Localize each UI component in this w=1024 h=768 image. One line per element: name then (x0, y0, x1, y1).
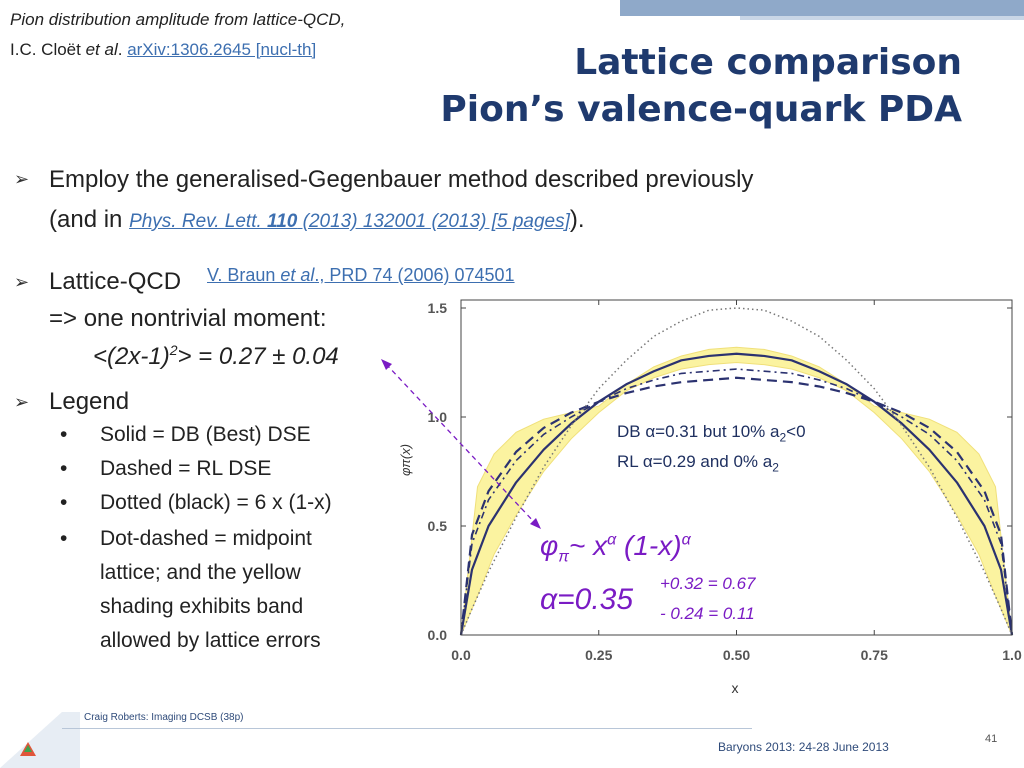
reference-dot: . (117, 40, 128, 59)
chart-labels-group: 0.0 0.25 0.50 0.75 1.00.00.51.01.5 (428, 300, 1022, 663)
chart-ticks-group (460, 300, 1013, 636)
y-tick-label: 0.0 (428, 627, 448, 643)
moment-sup: 2 (169, 342, 178, 358)
footer-conference: Baryons 2013: 24-28 June 2013 (718, 740, 889, 754)
legend-item: Solid = DB (Best) DSE (100, 423, 311, 446)
slide-title-line1: Lattice comparison (574, 42, 962, 83)
formula-pi: π (558, 548, 569, 566)
db-text-b: <0 (786, 422, 806, 441)
moment-value: <(2x-1)2> = 0.27 ± 0.04 (93, 342, 339, 371)
bullet-1-line2: (and in Phys. Rev. Lett. 110 (2013) 1320… (49, 206, 585, 234)
bullet-3-label: Legend (49, 388, 130, 415)
x-axis-label: x (732, 680, 739, 696)
bullet-1-prefix: (and in (49, 206, 130, 233)
alpha-plus: +0.32 = 0.67 (660, 574, 756, 593)
reference-author: I.C. Cloët (10, 40, 86, 59)
legend-item: Dashed = RL DSE (100, 457, 272, 480)
legend-bullet-dot: • (60, 491, 68, 514)
formula-phi-symbol: φ (540, 530, 559, 561)
y-tick-label: 1.5 (428, 300, 448, 316)
x-tick-label: 0.25 (585, 647, 612, 663)
db-annotation: DB α=0.31 but 10% a2<0 (617, 422, 806, 444)
series-line-dot-dashed (460, 368, 1013, 636)
formula-mid: ~ x (568, 530, 608, 561)
rl-annotation: RL α=0.29 and 0% a2 (617, 452, 779, 474)
reference-authors: I.C. Cloët et al. arXiv:1306.2645 [nucl-… (10, 40, 316, 60)
footer-decoration (0, 712, 80, 768)
legend-item: lattice; and the yellow (100, 561, 301, 584)
formula-sup1: α (607, 531, 617, 549)
series-line-dashed (459, 376, 1014, 636)
reference-title: Pion distribution amplitude from lattice… (10, 10, 346, 29)
formula-phi: φπ~ xα (1-x)α (540, 530, 691, 567)
arrowhead-icon (381, 359, 392, 370)
rl-text-a: RL α=0.29 and 0% a (617, 452, 773, 471)
braun-prefix: V. Braun (207, 265, 281, 285)
formula-sup2: α (681, 531, 691, 549)
bullet-2-label: Lattice-QCD (49, 268, 182, 295)
y-tick-label: 0.5 (428, 518, 448, 534)
prl-journal: Phys. Rev. Lett. (129, 211, 268, 232)
slide-title-line2: Pion’s valence-quark PDA (440, 89, 962, 130)
bullet-arrow-icon: ➢ (14, 392, 30, 412)
reference-etal: et al (85, 40, 118, 59)
db-sub: 2 (779, 430, 787, 445)
y-axis-label: φπ(x) (398, 444, 413, 476)
braun-rest: ., PRD 74 (2006) 074501 (314, 265, 515, 285)
moment-a: <(2x-1) (93, 343, 170, 370)
x-tick-label: 0.50 (723, 647, 750, 663)
header-accent-bar-thin (740, 16, 1024, 20)
formula-rest: (1-x) (616, 530, 682, 561)
x-tick-label: 0.75 (861, 647, 888, 663)
arxiv-link[interactable]: arXiv:1306.2645 [nucl-th] (127, 40, 317, 59)
page-number: 41 (985, 733, 998, 745)
bullet-2-line2: => one nontrivial moment: (49, 305, 327, 332)
legend-bullet-dot: • (60, 423, 68, 446)
logo-icon-inner (24, 745, 32, 752)
annotation-arrow (381, 359, 541, 529)
footer-author: Craig Roberts: Imaging DCSB (38p) (84, 712, 244, 723)
x-tick-label: 1.0 (1002, 647, 1022, 663)
prl-volume: 110 (267, 211, 298, 232)
alpha-value: α=0.35 (540, 583, 634, 616)
prl-link[interactable]: Phys. Rev. Lett. 110 (2013) 132001 (2013… (129, 211, 570, 232)
footer-swoosh (0, 712, 80, 768)
footer-divider (62, 728, 752, 729)
x-tick-label: 0.0 (451, 647, 471, 663)
braun-link[interactable]: V. Braun et al., PRD 74 (2006) 074501 (207, 265, 515, 286)
bullet-arrow-icon: ➢ (14, 272, 30, 292)
db-text-a: DB α=0.31 but 10% a (617, 422, 780, 441)
braun-etal: et al (280, 265, 315, 285)
arrowhead-icon (530, 518, 541, 529)
chart-lines-group (459, 307, 1014, 636)
alpha-minus: - 0.24 = 0.11 (660, 604, 755, 623)
pion-pda-chart: 0.0 0.25 0.50 0.75 1.00.00.51.01.5 x φπ(x) (398, 299, 1022, 696)
moment-b: > = 0.27 ± 0.04 (177, 343, 339, 370)
legend-bullet-dot: • (60, 457, 68, 480)
legend-item: Dot-dashed = midpoint (100, 527, 312, 550)
annotation-arrow-line (385, 363, 537, 525)
bullet-1-line1: Employ the generalised-Gegenbauer method… (49, 166, 754, 193)
bullet-1-suffix: ). (569, 206, 585, 233)
legend-item: allowed by lattice errors (100, 629, 321, 652)
series-line-solid (459, 352, 1014, 636)
header-accent-bar (620, 0, 1024, 16)
prl-rest: (2013) 132001 (2013) [5 pages] (297, 211, 570, 232)
rl-sub: 2 (772, 460, 779, 475)
legend-bullet-dot: • (60, 527, 68, 550)
legend-item: shading exhibits band (100, 595, 304, 618)
bullet-arrow-icon: ➢ (14, 169, 30, 189)
legend-item: Dotted (black) = 6 x (1-x) (100, 491, 332, 514)
